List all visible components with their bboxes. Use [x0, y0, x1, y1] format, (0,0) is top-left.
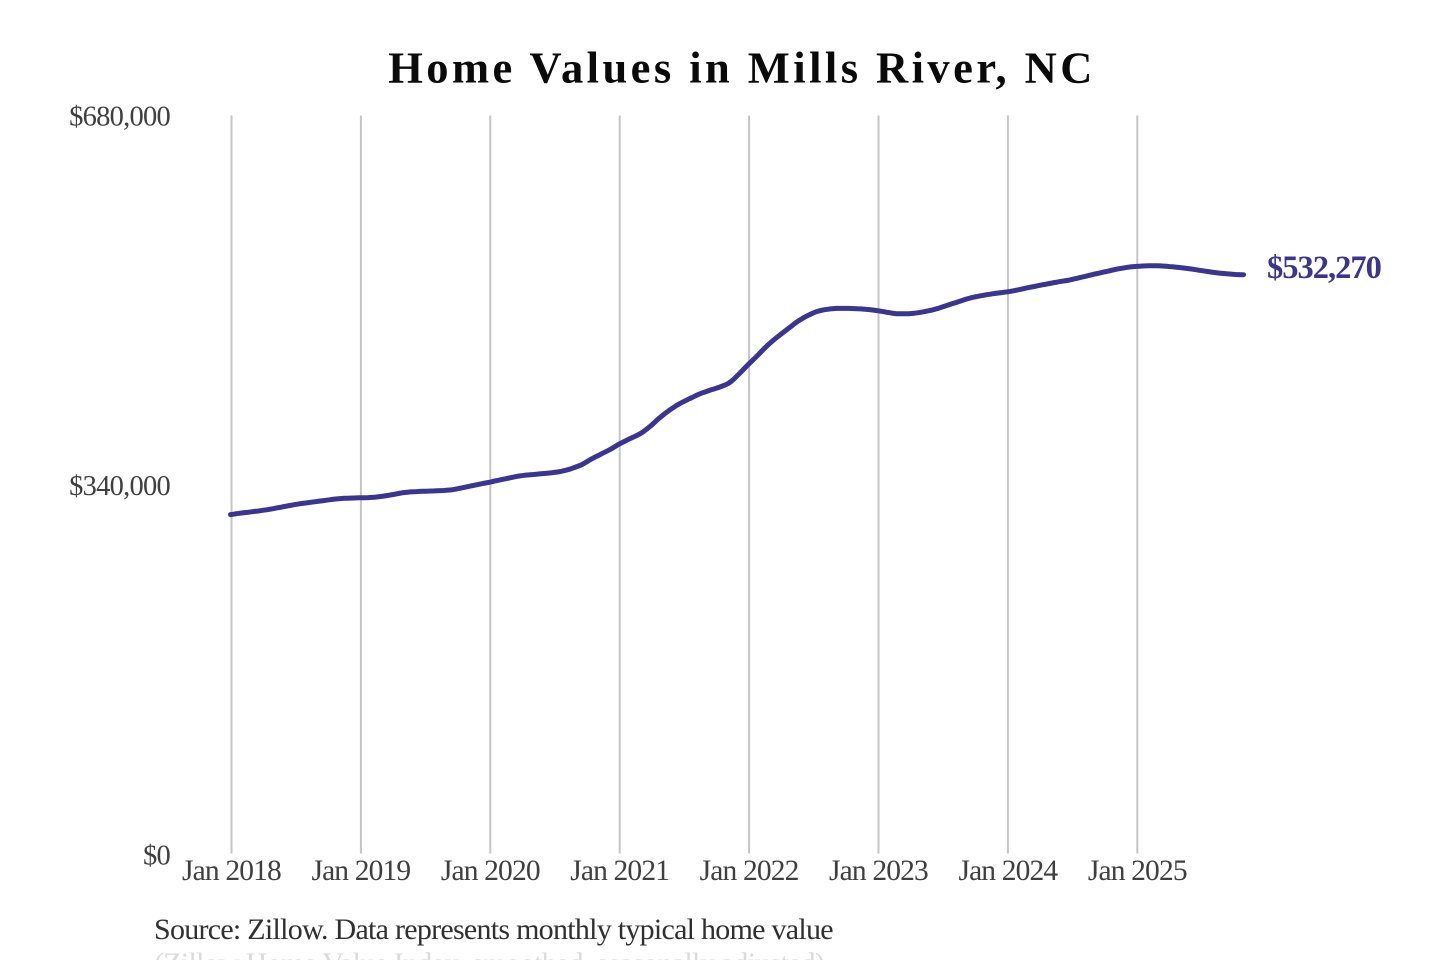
svg-text:Jan 2020: Jan 2020 [441, 855, 540, 887]
svg-text:$340,000: $340,000 [69, 471, 170, 502]
svg-text:Home Values in Mills River, NC: Home Values in Mills River, NC [388, 43, 1096, 93]
svg-text:Source: Zillow. Data represent: Source: Zillow. Data represents monthly … [154, 913, 833, 946]
svg-text:$680,000: $680,000 [69, 102, 170, 133]
svg-text:$532,270: $532,270 [1267, 250, 1382, 286]
svg-text:Jan 2024: Jan 2024 [958, 855, 1058, 887]
svg-text:Jan 2022: Jan 2022 [700, 855, 799, 887]
svg-text:Jan 2025: Jan 2025 [1088, 855, 1187, 887]
svg-text:Jan 2023: Jan 2023 [829, 855, 928, 887]
svg-text:Jan 2021: Jan 2021 [570, 855, 669, 887]
svg-text:$0: $0 [143, 841, 171, 872]
svg-text:(Zillow Home Value Index, smoo: (Zillow Home Value Index, smoothed, seas… [154, 947, 824, 960]
svg-text:Jan 2018: Jan 2018 [182, 855, 281, 887]
svg-text:Jan 2019: Jan 2019 [311, 855, 410, 887]
